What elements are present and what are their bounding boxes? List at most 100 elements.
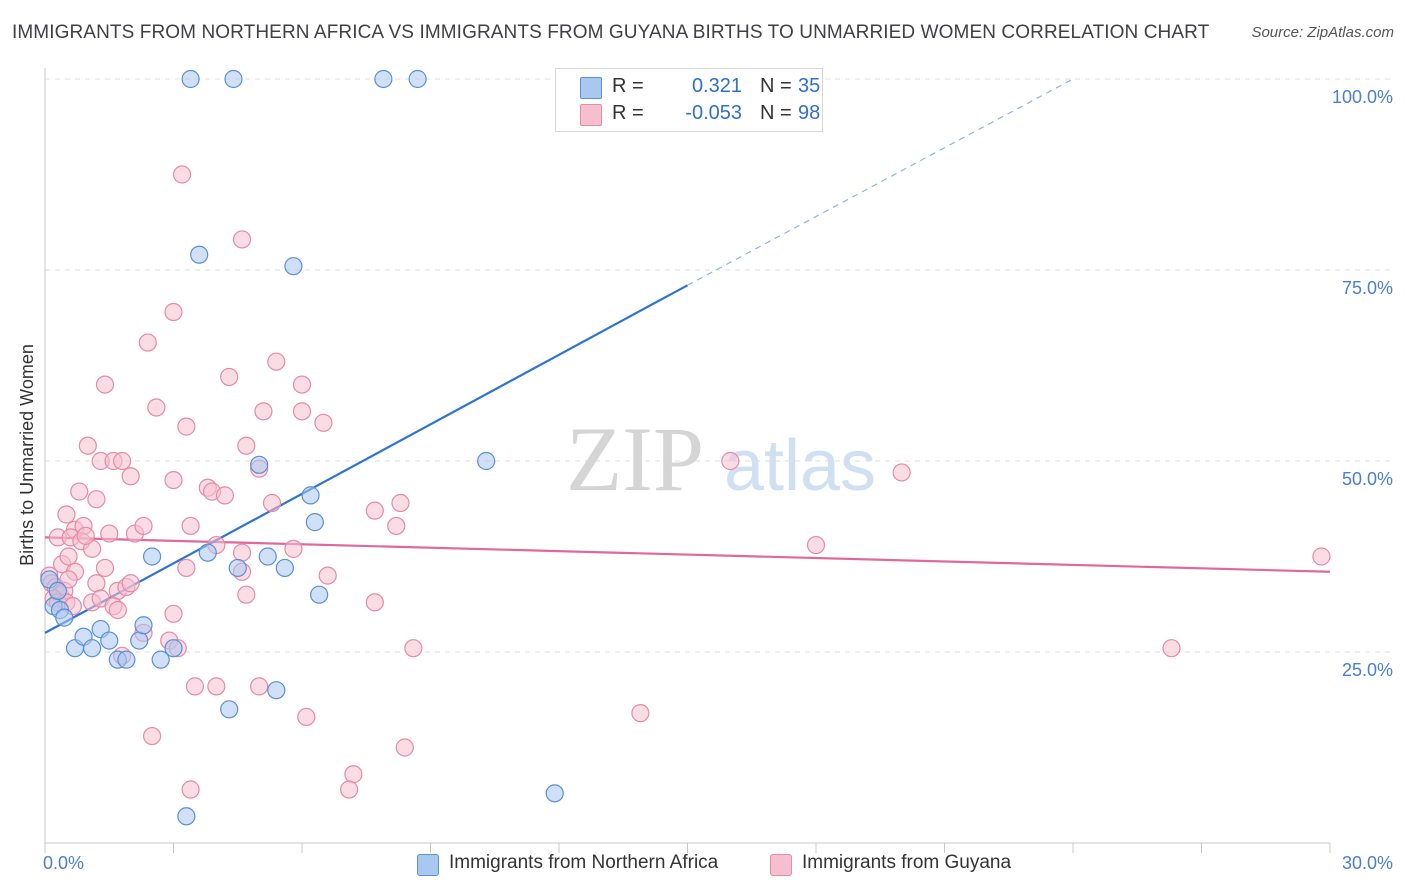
guyana-point [344, 765, 363, 784]
guyana-point [391, 493, 410, 513]
guyana-point [314, 413, 333, 432]
guyana-point [237, 585, 256, 604]
source-credit: Source: ZipAtlas.com [1251, 24, 1394, 41]
legend-blue-swatch [417, 854, 439, 876]
guyana-point [387, 516, 406, 536]
northern-africa-points [40, 69, 564, 826]
northern-africa-point [134, 616, 153, 635]
guyana-point [164, 604, 183, 623]
northern-africa-point [83, 639, 102, 658]
y-tick-label: 100.0% [1332, 87, 1393, 107]
n-value: 98 [798, 102, 821, 124]
chart-title: IMMIGRANTS FROM NORTHERN AFRICA VS IMMIG… [12, 22, 1210, 43]
northern-africa-point [545, 784, 564, 803]
guyana-point [134, 516, 153, 536]
guyana-point [1162, 639, 1181, 658]
northern-africa-point [275, 558, 294, 578]
axes [44, 68, 1331, 853]
northern-africa-point [55, 608, 74, 627]
northern-africa-point [284, 257, 303, 276]
guyana-point [1312, 547, 1331, 566]
guyana-point [207, 677, 226, 696]
guyana-point [100, 524, 119, 543]
guyana-point [142, 726, 162, 746]
legend-label: Immigrants from Northern Africa [449, 852, 719, 873]
y-tick-label: 50.0% [1342, 469, 1393, 489]
guyana-point [267, 352, 286, 371]
northern-africa-trend [44, 78, 1074, 634]
n-value: 35 [798, 75, 821, 97]
guyana-point [237, 436, 256, 455]
guyana-point [318, 566, 337, 585]
guyana-point [340, 780, 359, 799]
guyana-point [59, 570, 78, 589]
n-label: N = [760, 75, 792, 97]
guyana-point [721, 451, 740, 471]
guyana-point [95, 558, 115, 578]
northern-africa-point [224, 69, 243, 89]
x-tick-label: 30.0% [1342, 853, 1393, 873]
northern-africa-point [477, 451, 496, 471]
guyana-point [177, 558, 196, 578]
guyana-point [138, 333, 157, 352]
northern-africa-point [310, 585, 329, 604]
guyana-point [172, 165, 192, 184]
northern-africa-point [100, 631, 119, 650]
guyana-point [164, 471, 183, 490]
northern-africa-point [181, 69, 200, 89]
northern-africa-point [220, 700, 239, 719]
y-tick-label: 25.0% [1342, 660, 1393, 680]
y-tick-label: 75.0% [1342, 278, 1393, 298]
guyana-point [121, 574, 140, 593]
guyana-point [806, 535, 826, 555]
legend-label: Immigrants from Guyana [802, 852, 1012, 873]
guyana-point [395, 738, 414, 757]
watermark: ZIP atlas [566, 408, 876, 510]
guyana-point [87, 490, 106, 509]
legend-pink-swatch [770, 854, 792, 876]
northern-africa-point [198, 543, 217, 562]
n-label: N = [760, 102, 792, 124]
guyana-point [164, 302, 183, 322]
guyana-point [262, 493, 282, 513]
guyana-point [250, 677, 269, 696]
guyana-trend [44, 536, 1331, 573]
northern-africa-point [267, 681, 286, 700]
northern-africa-point [117, 650, 136, 669]
northern-africa-point [228, 558, 247, 578]
guyana-point [87, 574, 106, 593]
guyana-point [108, 600, 127, 620]
watermark-zip: ZIP [566, 408, 704, 510]
guyana-point [892, 463, 911, 482]
guyana-point [185, 677, 205, 696]
guyana-point [254, 402, 273, 421]
northern-africa-point [374, 69, 393, 89]
northern-africa-point [48, 581, 67, 600]
northern-africa-trend-extension [687, 78, 1074, 286]
northern-africa-point [408, 69, 427, 89]
northern-africa-point [151, 650, 170, 669]
pink-swatch [580, 104, 602, 126]
guyana-point [121, 467, 140, 486]
guyana-point [177, 417, 196, 436]
northern-africa-point [250, 455, 269, 474]
guyana-point [365, 593, 384, 612]
guyana-point [220, 367, 239, 387]
northern-africa-point [258, 547, 277, 566]
guyana-trend-line [44, 536, 1331, 573]
northern-africa-point [190, 245, 209, 264]
guyana-point [181, 516, 200, 536]
guyana-point [232, 543, 252, 562]
r-label: R = [612, 75, 644, 97]
r-value: 0.321 [691, 75, 742, 97]
tick-labels: 100.0% 75.0% 50.0% 25.0% 0.0% 30.0% [43, 87, 1393, 873]
guyana-point [292, 375, 312, 394]
guyana-point [631, 704, 650, 723]
correlation-stats-box: R = 0.321 N = 35 R = -0.053 N = 98 [555, 68, 823, 132]
guyana-point [147, 398, 166, 417]
northern-africa-point [142, 547, 162, 566]
guyana-point [404, 639, 423, 658]
northern-africa-point [164, 639, 183, 658]
x-tick-label: 0.0% [43, 853, 84, 873]
guyana-point [70, 482, 89, 501]
